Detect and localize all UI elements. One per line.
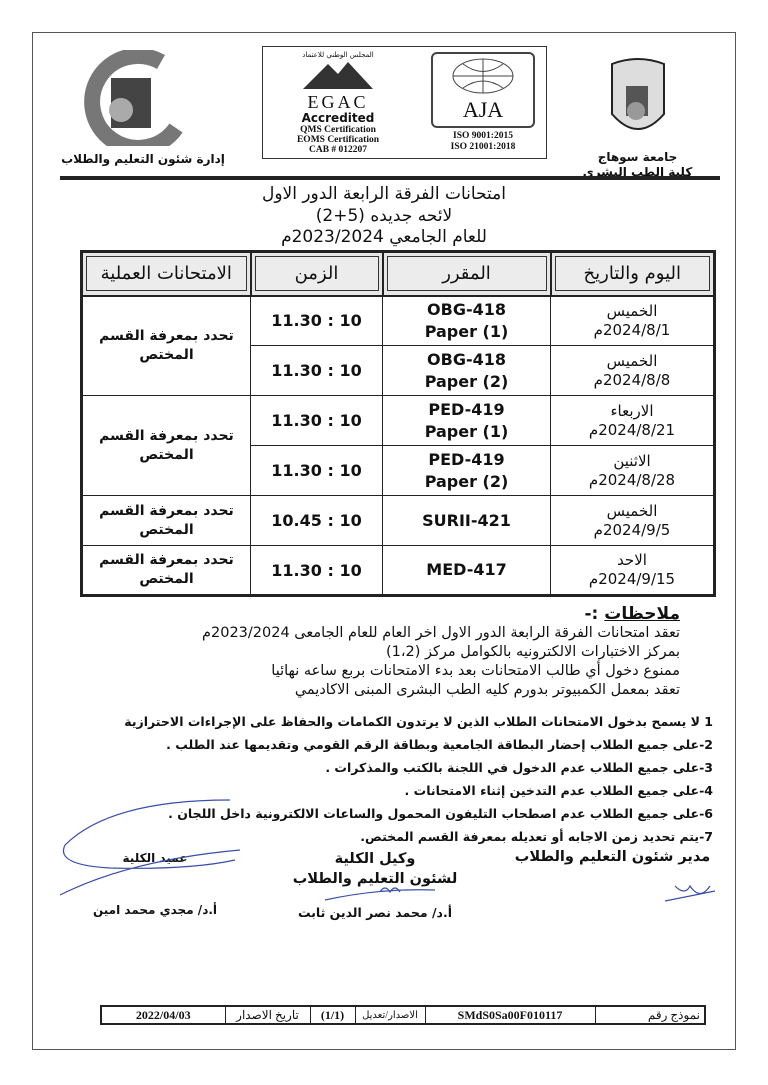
paper: Paper (1) xyxy=(424,321,509,341)
sohag-university-logo xyxy=(606,56,670,144)
col-header-day: اليوم والتاريخ xyxy=(549,250,716,297)
director-title: مدير شئون التعليم والطلاب xyxy=(514,849,711,865)
time: 10 : 11.30 xyxy=(250,345,383,396)
time: 10 : 11.30 xyxy=(250,295,383,346)
col-header-course: المقرر xyxy=(381,250,552,297)
col-header-practical: الامتحانات العملية xyxy=(80,250,252,297)
note-line: ممنوع دخول أي طالب الامتحانات بعد بدء ال… xyxy=(271,663,680,679)
course-code: SURII-421 xyxy=(382,495,551,546)
issue-date: 2022/04/03 xyxy=(100,1005,226,1025)
exam-schedule-table: اليوم والتاريخ المقرر الزمن الامتحانات ا… xyxy=(80,250,716,597)
date: 2024/8/28م xyxy=(588,470,676,489)
vice-dean-name: أ.د/ محمد نصر الدين ثابت xyxy=(297,905,452,920)
page-frame xyxy=(32,32,736,1050)
qms-line: QMS Certification xyxy=(300,125,376,135)
time: 10 : 10.45 xyxy=(250,495,383,546)
table-row: الاحد 2024/9/15م MED-417 10 : 11.30 تحدد … xyxy=(81,545,715,596)
table-row: الاثنين 2024/8/28م PED-419 Paper (2) 10 : … xyxy=(82,445,715,496)
date: 2024/8/8م xyxy=(593,370,671,389)
revision-label: الاصدار/تعديل xyxy=(354,1005,426,1025)
date: 2024/8/21م xyxy=(588,420,676,439)
practical: تحدد بمعرفة القسم المختص xyxy=(81,295,251,396)
note-line: تعقد بمعمل الكمبيوتر بدورم كليه الطب الب… xyxy=(294,682,680,698)
table-row: الاربعاء 2024/8/21م PED-419 Paper (1) 10 :… xyxy=(81,395,715,496)
exam-subtitle: لائحه جديده (5+2) xyxy=(315,206,453,226)
rule-item: 2-على جميع الطلاب إحضار البطاقة الجامعية… xyxy=(166,737,713,752)
date: 2024/8/1م xyxy=(593,320,671,339)
rule-item: 1 لا يسمح بدخول الامتحانات الطلاب الذين … xyxy=(124,714,713,729)
rule-item: 6-على جميع الطلاب عدم اصطحاب التليفون ال… xyxy=(168,806,713,821)
dean-signature xyxy=(59,799,241,896)
note-line: تعقد امتحانات الفرقة الرابعة الدور الاول… xyxy=(202,625,680,641)
faculty-name: كلية الطب البشرى xyxy=(582,165,693,179)
course-code: OBG-418 xyxy=(427,299,506,319)
table-row: الخميس 2024/9/5م SURII-421 10 : 10.45 تحد… xyxy=(81,495,715,546)
egac-name: EGAC xyxy=(307,92,369,112)
time: 10 : 11.30 xyxy=(250,445,383,496)
eoms-line: EOMS Certification xyxy=(296,135,380,145)
header-divider xyxy=(60,176,720,180)
day: الاربعاء xyxy=(610,401,654,420)
day: الاحد xyxy=(617,551,647,569)
form-footer: نموذج رقم SMdS0Sa00F010117 الاصدار/تعديل… xyxy=(100,1005,706,1025)
department-caption: إدارة شئون التعليم والطلاب xyxy=(61,152,225,166)
col-header-time: الزمن xyxy=(249,250,384,297)
rule-item: 7-يتم تحديد زمن الاجابه أو تعديله بمعرفة… xyxy=(360,829,713,844)
egac-logo: المجلس الوطني للاعتماد EGAC Accredited Q… xyxy=(273,51,403,155)
rule-item: 3-على جميع الطلاب عدم الدخول في اللجنة ب… xyxy=(325,760,713,775)
rule-item: 4-على جميع الطلاب عدم التدخين إثناء الام… xyxy=(404,783,713,798)
paper: Paper (1) xyxy=(424,421,509,441)
date: 2024/9/15م xyxy=(588,570,676,588)
paper: Paper (2) xyxy=(424,371,509,391)
vice-dean-title: وكيل الكلية xyxy=(334,851,416,867)
globe-icon xyxy=(452,58,514,94)
notes-section: ملاحظات :- تعقد امتحانات الفرقة الرابعة … xyxy=(80,604,680,700)
form-number-label: نموذج رقم xyxy=(594,1005,706,1025)
faculty-of-medicine-logo xyxy=(66,47,196,156)
mountain-icon xyxy=(303,62,373,89)
exam-title: امتحانات الفرقة الرابعة الدور الاول xyxy=(261,184,507,204)
form-number: SMdS0Sa00F010117 xyxy=(424,1005,596,1025)
time: 10 : 11.30 xyxy=(250,395,383,446)
aja-logo: AJA xyxy=(431,52,535,128)
iso-9001: ISO 9001:2015 xyxy=(453,131,513,141)
course-code: PED-419 xyxy=(428,449,505,469)
day: الخميس xyxy=(606,351,658,370)
egac-sub: Accredited xyxy=(301,111,375,125)
course-code: OBG-418 xyxy=(427,349,506,369)
note-line: بمركز الاختبارات الالكترونيه بالكوامل مر… xyxy=(385,644,680,660)
cab-line: CAB # 012207 xyxy=(308,145,368,155)
egac-org: المجلس الوطني للاعتماد xyxy=(302,51,374,59)
vice-dean-subtitle: لشئون التعليم والطلاب xyxy=(292,871,458,887)
time: 10 : 11.30 xyxy=(250,545,383,596)
course-code: MED-417 xyxy=(382,545,551,596)
revision: (1/1) xyxy=(309,1005,356,1025)
notes-heading-suffix: :- xyxy=(584,604,605,624)
academic-year: للعام الجامعي 2023/2024م xyxy=(281,227,487,247)
practical: تحدد بمعرفة القسم المختص xyxy=(81,545,251,596)
day: الاثنين xyxy=(613,451,651,470)
table-row: الخميس 2024/8/1م OBG-418 Paper (1) 10 : 11… xyxy=(81,295,715,396)
notes-heading: ملاحظات xyxy=(604,604,680,624)
aja-name: AJA xyxy=(462,97,504,122)
certification-box: المجلس الوطني للاعتماد EGAC Accredited Q… xyxy=(262,46,547,159)
iso-21001: ISO 21001:2018 xyxy=(450,142,516,152)
dean-name: أ.د/ مجدي محمد امين xyxy=(92,903,218,917)
rules-list: 1 لا يسمح بدخول الامتحانات الطلاب الذين … xyxy=(33,710,713,848)
paper: Paper (2) xyxy=(424,471,509,491)
practical: تحدد بمعرفة القسم المختص xyxy=(81,395,251,496)
vice-dean-signature xyxy=(324,887,436,901)
university-name: جامعة سوهاج xyxy=(597,150,678,164)
date: 2024/9/5م xyxy=(593,520,671,539)
director-signature xyxy=(664,884,716,902)
dean-title: عميد الكلية xyxy=(122,851,188,865)
course-code: PED-419 xyxy=(428,399,505,419)
day: الخميس xyxy=(606,501,658,520)
practical: تحدد بمعرفة القسم المختص xyxy=(81,495,251,546)
day: الخميس xyxy=(606,301,658,320)
issue-date-label: تاريخ الاصدار xyxy=(224,1005,311,1025)
